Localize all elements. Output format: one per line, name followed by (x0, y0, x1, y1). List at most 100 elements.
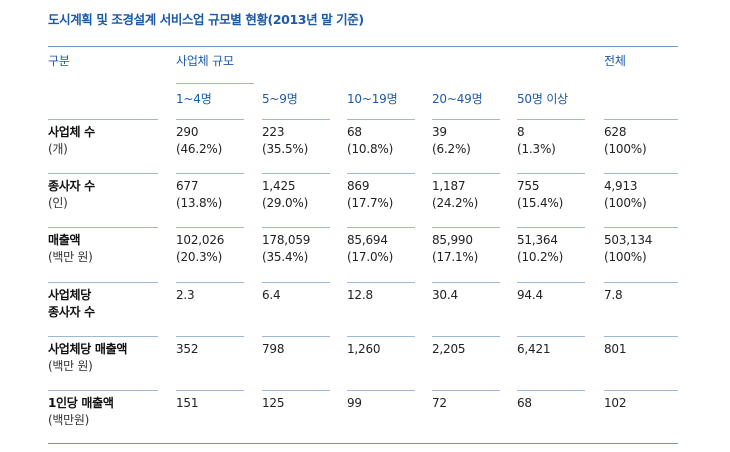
cell-share: (29.0%) (262, 196, 309, 210)
row-label: 종사자 수 (인) (48, 178, 95, 212)
table-cell: 6.4 (262, 287, 281, 304)
cell-rule (176, 173, 244, 174)
row-label-unit: (백만 원) (48, 250, 93, 264)
cell-rule (604, 282, 678, 283)
table-cell: 503,134 (100%) (604, 232, 652, 266)
cell-share: (10.8%) (347, 142, 394, 156)
cell-rule (432, 119, 500, 120)
cell-rule (604, 173, 678, 174)
table-cell: 1,260 (347, 341, 381, 358)
cell-rule (604, 336, 678, 337)
table-cell: 677 (13.8%) (176, 178, 222, 212)
cell-share: (17.1%) (432, 250, 479, 264)
cell-value: 2.3 (176, 288, 195, 302)
row-label-unit: (백만원) (48, 413, 89, 427)
row-label-main: 종사자 수 (48, 179, 95, 193)
cell-value: 178,059 (262, 233, 311, 247)
cell-rule (517, 119, 585, 120)
size-group-rule (176, 83, 254, 84)
cell-value: 755 (517, 179, 540, 193)
row-label: 사업체당 종사자 수 (48, 287, 95, 321)
cell-rule (604, 119, 678, 120)
cell-rule (176, 336, 244, 337)
cell-share: (35.4%) (262, 250, 309, 264)
cell-share: (20.3%) (176, 250, 223, 264)
cell-rule (176, 390, 244, 391)
cell-value: 68 (347, 125, 362, 139)
row-label-unit: (인) (48, 196, 68, 210)
cell-share: (24.2%) (432, 196, 479, 210)
table-cell: 2,205 (432, 341, 466, 358)
cell-rule (432, 227, 500, 228)
table-cell: 125 (262, 395, 285, 412)
table-cell: 223 (35.5%) (262, 124, 308, 158)
top-rule (48, 46, 678, 47)
row-label-main: 매출액 (48, 233, 81, 247)
cell-rule (262, 173, 330, 174)
header-col-3: 10~19명 (347, 92, 398, 106)
table-cell: 1,425 (29.0%) (262, 178, 308, 212)
table-cell: 85,990 (17.1%) (432, 232, 478, 266)
cell-value: 8 (517, 125, 525, 139)
cell-rule (604, 227, 678, 228)
cell-value: 4,913 (604, 179, 638, 193)
cell-value: 68 (517, 396, 532, 410)
row-rule (48, 336, 158, 337)
header-col-2: 5~9명 (262, 92, 298, 106)
header-category: 구분 (48, 54, 70, 68)
cell-share: (10.2%) (517, 250, 564, 264)
cell-rule (176, 119, 244, 120)
row-rule (48, 119, 158, 120)
cell-value: 869 (347, 179, 370, 193)
cell-rule (262, 119, 330, 120)
cell-value: 6.4 (262, 288, 281, 302)
cell-rule (517, 227, 585, 228)
row-label-unit: 종사자 수 (48, 305, 95, 319)
table-cell: 7.8 (604, 287, 623, 304)
cell-rule (347, 336, 415, 337)
cell-value: 677 (176, 179, 199, 193)
cell-value: 801 (604, 342, 627, 356)
cell-rule (347, 227, 415, 228)
cell-value: 85,694 (347, 233, 388, 247)
cell-value: 628 (604, 125, 627, 139)
table-cell: 798 (262, 341, 285, 358)
cell-value: 1,187 (432, 179, 466, 193)
cell-value: 798 (262, 342, 285, 356)
cell-value: 151 (176, 396, 199, 410)
table-cell: 99 (347, 395, 362, 412)
header-total: 전체 (604, 54, 626, 68)
cell-value: 94.4 (517, 288, 543, 302)
table-cell: 72 (432, 395, 447, 412)
table-cell: 102,026 (20.3%) (176, 232, 224, 266)
cell-rule (432, 390, 500, 391)
table-cell: 68 (517, 395, 532, 412)
cell-value: 72 (432, 396, 447, 410)
cell-value: 223 (262, 125, 285, 139)
table-cell: 352 (176, 341, 199, 358)
row-label-main: 사업체당 매출액 (48, 342, 128, 356)
table-cell: 94.4 (517, 287, 543, 304)
cell-value: 102 (604, 396, 627, 410)
cell-value: 51,364 (517, 233, 558, 247)
cell-share: (100%) (604, 142, 647, 156)
row-label-main: 사업체 수 (48, 125, 95, 139)
cell-share: (17.0%) (347, 250, 394, 264)
cell-rule (347, 390, 415, 391)
cell-rule (517, 390, 585, 391)
header-size-group: 사업체 규모 (176, 54, 234, 68)
cell-value: 125 (262, 396, 285, 410)
cell-rule (262, 282, 330, 283)
cell-rule (347, 173, 415, 174)
bottom-rule (48, 443, 678, 444)
row-label-unit: (개) (48, 142, 68, 156)
row-label: 매출액 (백만 원) (48, 232, 93, 266)
cell-rule (517, 282, 585, 283)
table-cell: 12.8 (347, 287, 373, 304)
cell-rule (517, 173, 585, 174)
table-cell: 102 (604, 395, 627, 412)
cell-value: 102,026 (176, 233, 225, 247)
cell-share: (6.2%) (432, 142, 471, 156)
table-cell: 290 (46.2%) (176, 124, 222, 158)
cell-rule (517, 336, 585, 337)
